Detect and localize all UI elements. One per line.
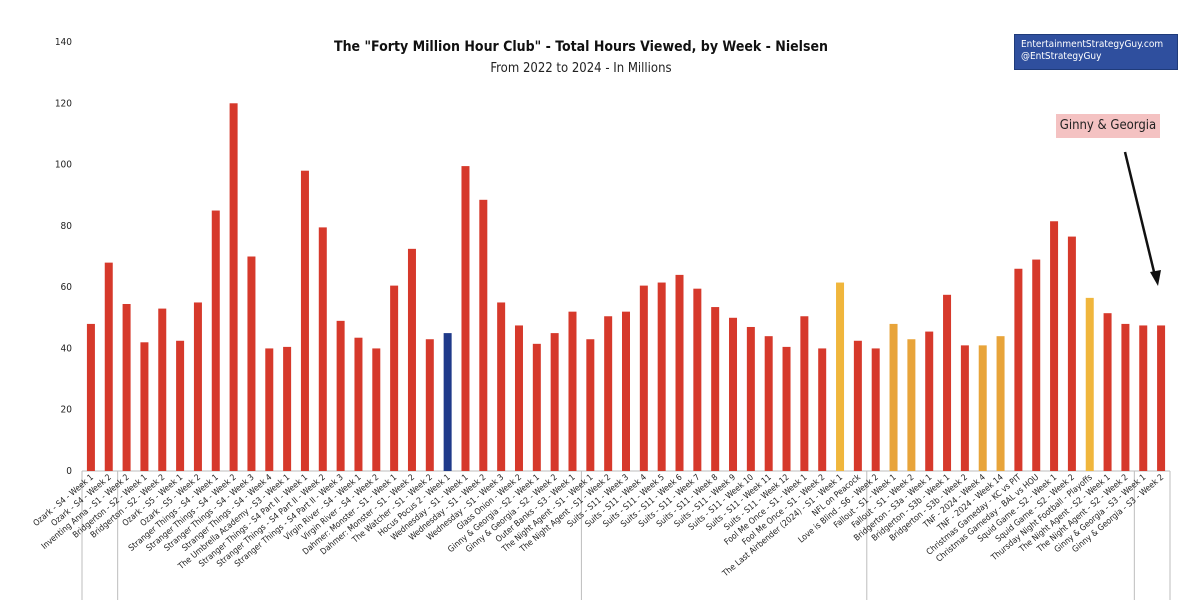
y-tick-label: 120 (55, 98, 72, 109)
bar (193, 302, 202, 471)
bar (1103, 313, 1112, 471)
bar (818, 348, 827, 471)
bar (247, 256, 256, 471)
credit-handle: @EntStrategyGuy (1021, 51, 1102, 62)
bar (889, 323, 898, 471)
bar (283, 346, 292, 471)
bar (746, 326, 755, 471)
bar (86, 323, 95, 471)
bar (800, 316, 809, 471)
bar (657, 282, 666, 471)
bar (568, 311, 577, 471)
bar (1014, 268, 1023, 471)
y-tick-label: 0 (66, 466, 72, 477)
bar (354, 337, 363, 471)
bar (479, 199, 488, 471)
bar (639, 285, 648, 471)
chart-subtitle: From 2022 to 2024 - In Millions (490, 61, 671, 76)
y-tick-label: 140 (55, 37, 72, 48)
bar (925, 331, 934, 471)
bar (300, 170, 309, 471)
bar (853, 340, 862, 471)
y-tick-label: 20 (61, 405, 73, 416)
bar (443, 333, 452, 471)
bar (1157, 325, 1166, 471)
bar (960, 345, 969, 471)
bar (943, 294, 952, 471)
bar (978, 345, 987, 471)
annotation-label: Ginny & Georgia (1056, 114, 1160, 138)
annotation-arrow (1123, 151, 1161, 286)
bar (871, 348, 880, 471)
credit-box: EntertainmentStrategyGuy.com @EntStrateg… (1014, 34, 1178, 70)
bar (604, 316, 613, 471)
bar (1050, 221, 1059, 471)
bar (318, 227, 327, 471)
bar (1085, 297, 1094, 471)
chart-title: The "Forty Million Hour Club" - Total Ho… (334, 39, 828, 55)
bar (996, 336, 1005, 471)
bar (693, 288, 702, 471)
bar (425, 339, 434, 471)
bar (1139, 325, 1148, 471)
bar (1032, 259, 1041, 471)
bar (532, 343, 541, 471)
bar (336, 320, 345, 471)
bar (1067, 236, 1076, 471)
bar (907, 339, 916, 471)
bar (407, 248, 416, 471)
bar (1121, 323, 1130, 471)
bar (265, 348, 274, 471)
bar (711, 307, 720, 471)
bar (675, 274, 684, 471)
bar (622, 311, 630, 471)
y-tick-label: 80 (61, 221, 73, 232)
credit-website: EntertainmentStrategyGuy.com (1021, 39, 1164, 50)
y-tick-label: 100 (55, 160, 72, 171)
bar (782, 346, 791, 471)
bar (550, 333, 559, 471)
bar (140, 342, 149, 471)
y-tick-label: 40 (61, 343, 73, 354)
bar (586, 339, 595, 471)
bar (372, 348, 381, 471)
bar (158, 308, 167, 471)
bar (497, 302, 506, 471)
bar (176, 340, 185, 471)
bar (229, 103, 238, 472)
y-axis: 0 20 40 60 80 100 120 140 (55, 37, 72, 477)
bar (104, 262, 113, 471)
y-tick-label: 60 (61, 282, 73, 293)
bar (461, 166, 470, 471)
bar (514, 325, 523, 471)
bars (86, 103, 1166, 472)
bar (211, 210, 220, 472)
bar (836, 282, 845, 471)
bar (122, 303, 131, 471)
bar (390, 285, 399, 471)
bar (729, 317, 738, 471)
bar (764, 336, 773, 471)
